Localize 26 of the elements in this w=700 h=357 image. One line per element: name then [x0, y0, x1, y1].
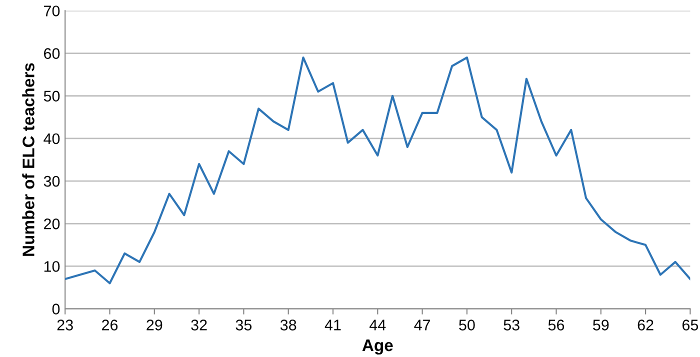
y-tick-label: 50: [44, 90, 60, 102]
y-tick-label: 60: [44, 48, 60, 59]
x-tick-label: 32: [191, 320, 207, 330]
x-tick-label: 38: [280, 320, 296, 330]
x-tick-label: 41: [324, 320, 341, 330]
x-tick-label: 50: [459, 320, 475, 330]
x-tick-label: 44: [370, 320, 386, 330]
x-tick-label: 62: [638, 320, 654, 330]
y-tick-label: 10: [44, 261, 60, 272]
x-tick-label: 26: [102, 320, 118, 330]
x-tick-label: 56: [548, 320, 564, 330]
x-tick-label: 53: [504, 320, 520, 330]
x-tick-label: 59: [593, 320, 609, 330]
y-tick-label: 30: [44, 176, 60, 187]
y-tick-label: 40: [44, 133, 60, 144]
y-tick-label: 20: [44, 218, 60, 230]
x-tick-label: 47: [414, 320, 430, 330]
x-tick-label: 23: [57, 320, 73, 330]
x-tick-label: 29: [146, 320, 162, 330]
x-tick-label: 35: [236, 320, 252, 330]
y-tick-label: 0: [52, 304, 60, 314]
y-tick-label: 70: [44, 6, 60, 16]
line-series: [65, 56, 690, 284]
x-axis-title: Age: [362, 340, 393, 355]
x-tick-label: 65: [682, 320, 698, 330]
y-axis-title: Number of ELC teachers: [22, 63, 34, 256]
